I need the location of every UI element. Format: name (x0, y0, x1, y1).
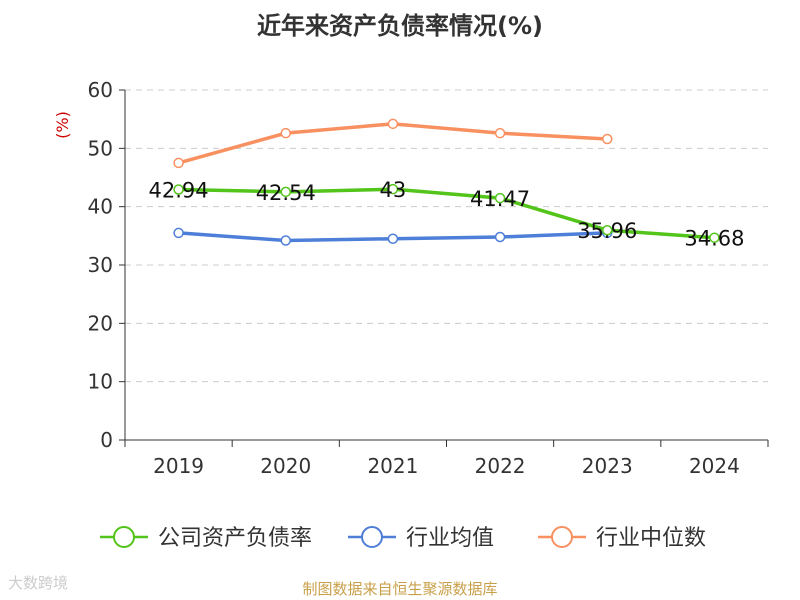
data-point (387, 233, 399, 244)
legend-marker (551, 526, 573, 548)
y-tick-label: 30 (88, 253, 113, 277)
data-label: 35.96 (577, 219, 637, 243)
data-point (709, 232, 720, 243)
data-point (494, 127, 506, 139)
series-line (178, 187, 715, 240)
chart-title: 近年来资产负债率情况(%) (257, 12, 543, 40)
data-label: 43 (380, 178, 407, 202)
data-point (173, 227, 184, 239)
data-point (602, 133, 613, 145)
x-tick-label: 2023 (582, 454, 633, 478)
data-point (280, 127, 291, 139)
data-point (494, 231, 506, 243)
y-tick-label: 0 (100, 428, 113, 452)
data-point (280, 235, 291, 246)
data-label: 42.94 (149, 179, 209, 203)
watermark: 大数跨境 (8, 574, 69, 592)
y-axis-label: (%) (53, 111, 72, 139)
legend-label: 行业均值 (406, 526, 494, 551)
y-tick-label: 40 (88, 195, 113, 219)
legend-marker (113, 526, 135, 548)
data-label: 41.47 (470, 187, 530, 211)
y-tick-label: 10 (88, 370, 113, 394)
y-tick-label: 60 (88, 78, 113, 102)
data-point (280, 186, 291, 198)
source-note: 制图数据来自恒生聚源数据库 (302, 580, 498, 598)
x-tick-label: 2024 (689, 454, 740, 478)
legend-label: 行业中位数 (596, 526, 706, 551)
data-point (173, 157, 184, 169)
series-line (178, 122, 608, 165)
x-tick-label: 2021 (367, 454, 418, 478)
y-tick-label: 50 (88, 136, 113, 160)
legend-label: 公司资产负债率 (158, 526, 312, 551)
data-point (602, 224, 613, 236)
x-tick-label: 2020 (260, 454, 311, 478)
legend-marker (361, 526, 383, 548)
data-point (173, 184, 184, 195)
y-tick-label: 20 (88, 311, 113, 335)
x-tick-label: 2022 (475, 454, 526, 478)
data-point (387, 183, 399, 195)
data-point (494, 192, 506, 204)
data-label: 34.68 (684, 227, 744, 251)
data-point (387, 118, 399, 130)
x-tick-label: 2019 (153, 454, 204, 478)
data-label: 42.54 (256, 181, 316, 205)
